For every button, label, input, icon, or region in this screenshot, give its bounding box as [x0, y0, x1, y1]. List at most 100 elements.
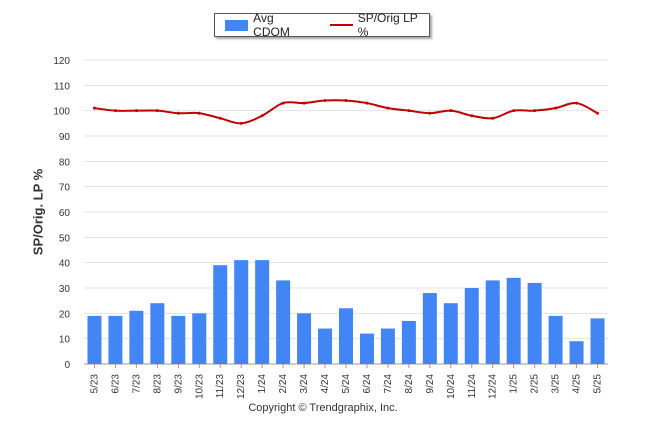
line-point-11-24 [470, 114, 474, 118]
x-tick-label: 5/25 [593, 374, 604, 394]
y-tick-label: 40 [59, 259, 71, 270]
bar-5-24 [339, 308, 353, 364]
line-point-10-24 [449, 109, 453, 113]
bar-6-23 [108, 315, 123, 364]
bar-5-23 [87, 315, 102, 364]
line-point-11-23 [218, 116, 222, 120]
line-point-12-23 [239, 121, 243, 125]
bar-3-25 [548, 315, 563, 364]
bar-12-23 [234, 260, 249, 364]
bar-11-24 [464, 288, 479, 364]
line-point-12-24 [491, 116, 495, 120]
bar-1-24 [255, 260, 270, 364]
bar-5-25 [590, 318, 605, 364]
bar-10-24 [443, 303, 458, 364]
legend-item-line: SP/Orig LP % [329, 11, 429, 39]
y-tick-label: 70 [59, 183, 71, 194]
x-tick-label: 11/23 [215, 374, 226, 399]
x-tick-label: 7/23 [131, 374, 142, 394]
x-tick-label: 3/24 [299, 374, 310, 394]
bar-4-25 [569, 341, 584, 364]
bar-11-23 [213, 265, 228, 364]
bar-7-23 [129, 310, 144, 364]
line-point-5-25 [596, 111, 600, 115]
x-tick-label: 9/23 [173, 374, 184, 394]
y-tick-label: 110 [54, 81, 70, 92]
legend: Avg CDOM SP/Orig LP % [214, 11, 430, 39]
x-tick-label: 10/23 [194, 374, 205, 399]
line-point-4-24 [323, 99, 327, 103]
line-series [92, 99, 600, 125]
x-tick-label: 6/24 [362, 374, 373, 394]
y-tick-label: 60 [59, 208, 71, 219]
x-tick-label: 4/24 [320, 374, 331, 394]
bar-12-24 [485, 280, 500, 364]
bar-9-24 [422, 293, 437, 364]
x-tick-label: 5/24 [341, 374, 352, 394]
y-tick-label: 20 [59, 309, 71, 320]
line-point-7-24 [386, 106, 390, 110]
line-point-5-24 [344, 99, 348, 103]
line-point-1-25 [512, 109, 516, 113]
bar-4-24 [318, 328, 333, 364]
sp-orig-lp-line [94, 99, 598, 125]
x-tick-label: 2/25 [530, 374, 541, 394]
x-tick-label: 8/23 [152, 374, 163, 394]
line-point-7-23 [134, 109, 138, 113]
x-tick-label: 11/24 [467, 374, 478, 399]
line-point-4-25 [575, 101, 579, 105]
x-tick-label: 4/25 [572, 374, 583, 394]
line-point-5-23 [92, 106, 96, 110]
bar-9-23 [171, 315, 186, 364]
line-point-10-23 [197, 111, 201, 115]
x-tick-label: 10/24 [446, 374, 457, 399]
y-tick-label: 0 [64, 360, 70, 371]
line-point-6-24 [365, 101, 369, 105]
x-tick-label: 6/23 [110, 374, 121, 394]
x-tick-label: 9/24 [425, 374, 436, 394]
x-tick-label: 1/25 [509, 374, 520, 394]
bar-6-24 [359, 333, 374, 364]
line-point-8-23 [155, 109, 159, 113]
legend-line-swatch [329, 24, 353, 26]
x-tick-label: 5/23 [89, 374, 100, 394]
line-point-1-24 [260, 114, 264, 118]
gridlines [84, 59, 608, 365]
x-tick-label: 2/24 [278, 374, 289, 394]
line-point-2-25 [533, 109, 537, 113]
bar-8-23 [150, 303, 165, 364]
line-point-9-23 [176, 111, 180, 115]
legend-item-bar: Avg CDOM [225, 11, 312, 39]
x-tick-label: 7/24 [383, 374, 394, 394]
bar-3-24 [297, 313, 312, 364]
line-point-3-24 [302, 101, 306, 105]
bar-series [87, 260, 605, 364]
bar-2-24 [276, 280, 291, 364]
line-point-6-23 [113, 109, 117, 113]
bar-10-23 [192, 313, 207, 364]
legend-line-label: SP/Orig LP % [357, 11, 418, 39]
y-axis-label: SP/Orig. LP % [30, 168, 46, 256]
x-axis-ticks: 5/23 6/23 7/23 8/23 9/23 10/23 11/23 12/23 1/24 2… [89, 364, 604, 399]
legend-bar-swatch [225, 19, 249, 31]
line-point-2-24 [281, 101, 285, 105]
line-point-9-24 [428, 111, 432, 115]
bar-2-25 [527, 282, 542, 364]
line-point-3-25 [554, 106, 558, 110]
line-point-8-24 [407, 109, 411, 113]
y-tick-label: 120 [53, 56, 70, 67]
y-tick-label: 80 [59, 157, 71, 168]
y-tick-label: 30 [59, 284, 71, 295]
x-tick-label: 12/23 [236, 374, 247, 399]
x-tick-label: 1/24 [257, 374, 268, 394]
y-tick-label: 90 [59, 132, 71, 143]
y-tick-label: 10 [59, 335, 71, 346]
y-tick-label: 50 [59, 233, 71, 244]
legend-bar-label: Avg CDOM [253, 11, 290, 39]
copyright-text: Copyright © Trendgraphix, Inc. [248, 402, 398, 414]
bar-8-24 [401, 320, 416, 364]
x-tick-label: 8/24 [404, 374, 415, 394]
y-tick-label: 100 [53, 107, 70, 118]
x-tick-label: 12/24 [488, 374, 499, 399]
